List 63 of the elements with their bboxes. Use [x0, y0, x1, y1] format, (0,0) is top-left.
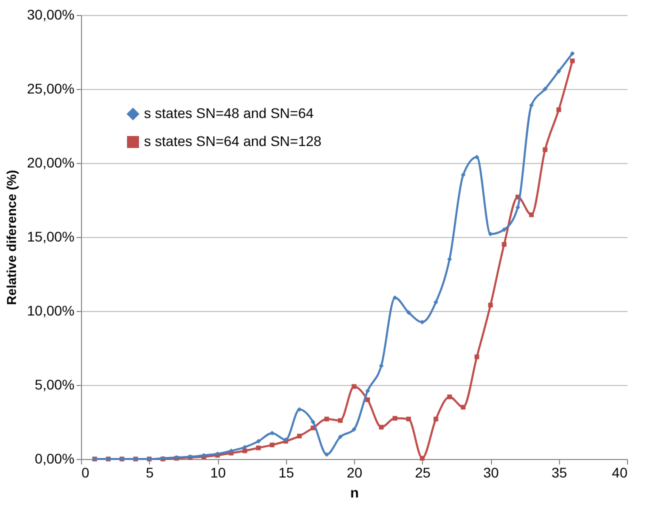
point	[406, 416, 411, 422]
point	[392, 295, 398, 300]
x-tick-label: 30	[483, 464, 499, 480]
point	[488, 302, 493, 308]
legend-label: s states SN=48 and SN=64	[144, 105, 314, 121]
x-tick-label: 20	[346, 464, 362, 480]
point	[297, 434, 302, 438]
point	[324, 416, 330, 422]
y-tick-label: 30,00%	[27, 6, 74, 22]
y-tick-label: 5,00%	[34, 376, 74, 392]
y-tick-label: 15,00%	[27, 228, 74, 244]
point	[434, 300, 438, 304]
point	[256, 446, 261, 450]
x-tick-label: 5	[146, 464, 154, 480]
point	[338, 434, 343, 440]
y-tick-label: 0,00%	[34, 450, 74, 466]
point	[420, 320, 425, 324]
point	[378, 363, 384, 368]
point	[270, 430, 274, 436]
point	[406, 310, 411, 315]
point	[460, 172, 466, 178]
point	[488, 232, 493, 236]
point	[392, 416, 398, 421]
point	[256, 438, 261, 444]
point	[420, 456, 425, 461]
point	[447, 394, 452, 400]
point	[297, 407, 302, 412]
point	[338, 418, 343, 423]
point	[352, 384, 356, 389]
x-tick-label: 25	[414, 464, 431, 480]
legend-label: s states SN=64 and SN=128	[144, 133, 322, 149]
point	[365, 388, 370, 394]
point	[556, 107, 562, 112]
point	[270, 442, 274, 448]
point	[515, 205, 520, 210]
x-axis-title: n	[350, 484, 359, 500]
point	[434, 416, 438, 422]
y-tick-label: 20,00%	[27, 154, 74, 170]
point	[502, 227, 506, 232]
point	[378, 424, 384, 430]
x-tick-label: 0	[82, 464, 90, 480]
point	[474, 154, 480, 160]
point	[242, 444, 248, 450]
x-tick-label: 35	[551, 464, 568, 480]
point	[474, 354, 480, 360]
y-tick-label: 10,00%	[27, 302, 74, 318]
x-tick-label: 10	[210, 464, 226, 480]
point	[529, 102, 534, 108]
x-tick-label: 40	[612, 464, 628, 480]
point	[556, 68, 562, 74]
point	[570, 51, 575, 56]
y-tick-label: 25,00%	[27, 80, 74, 96]
point	[460, 404, 466, 410]
point	[542, 147, 548, 152]
point	[310, 420, 316, 424]
point	[324, 452, 330, 457]
point	[352, 427, 356, 432]
y-axis-title: Relative diference (%)	[4, 170, 20, 306]
x-tick-label: 15	[278, 464, 294, 480]
point	[529, 212, 534, 218]
point	[542, 86, 548, 92]
point	[502, 242, 506, 247]
point	[570, 58, 575, 64]
